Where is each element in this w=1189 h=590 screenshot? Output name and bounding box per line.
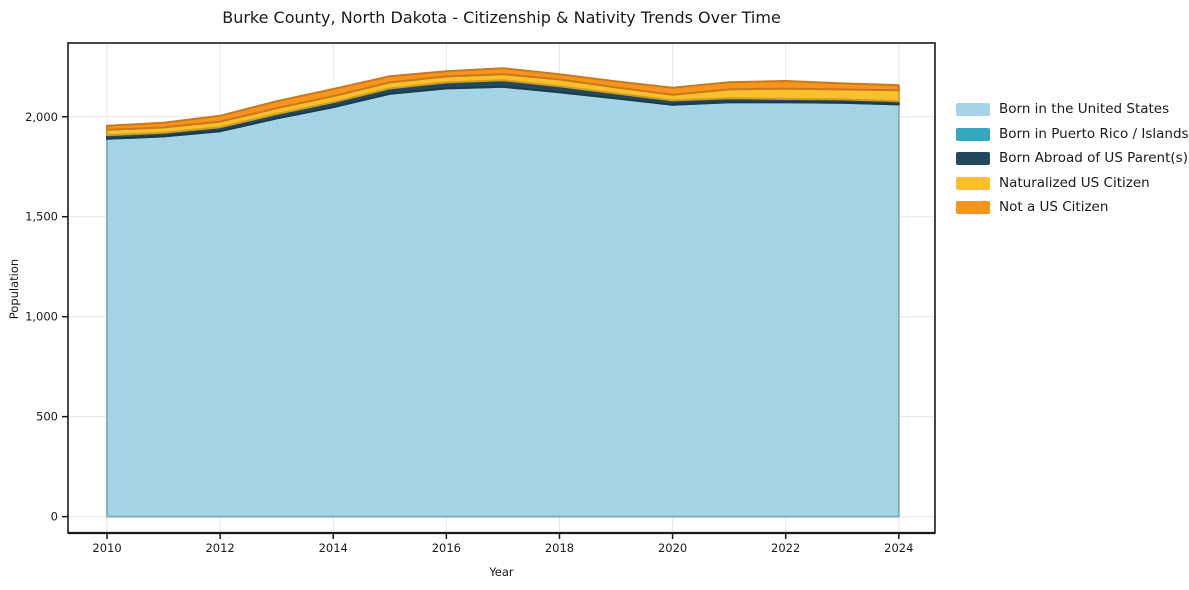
area-born-in-the-united-states	[106, 85, 900, 518]
x-tick-label: 2016	[432, 541, 461, 555]
legend-item-not-a-us-citizen: Not a US Citizen	[956, 199, 1189, 216]
y-tick-label: 500	[36, 410, 58, 424]
legend-label: Born Abroad of US Parent(s)	[999, 150, 1188, 167]
y-tick-label: 2,000	[25, 110, 58, 124]
legend-swatch	[956, 152, 990, 166]
y-tick-label: 1,500	[25, 210, 58, 224]
legend-swatch	[956, 176, 990, 190]
legend-item-naturalized-us-citizen: Naturalized US Citizen	[956, 174, 1189, 191]
y-tick-label: 0	[51, 510, 58, 524]
x-tick-label: 2012	[205, 541, 234, 555]
x-tick-label: 2020	[658, 541, 687, 555]
y-tick-label: 1,000	[25, 310, 58, 324]
legend-item-born-in-the-united-states: Born in the United States	[956, 101, 1189, 117]
legend-label: Born in Puerto Rico / Islands	[999, 125, 1189, 142]
legend-label: Naturalized US Citizen	[999, 174, 1150, 191]
y-axis-label: Population	[7, 258, 21, 320]
legend-item-born-abroad-of-us-parent-s-: Born Abroad of US Parent(s)	[956, 150, 1189, 167]
x-tick-label: 2010	[92, 541, 121, 555]
legend-swatch	[956, 201, 990, 215]
area-not-a-us-citizen	[106, 67, 900, 131]
chart-title: Burke County, North Dakota - Citizenship…	[222, 8, 781, 27]
legend-swatch	[956, 127, 990, 141]
legend-label: Not a US Citizen	[999, 199, 1109, 216]
legend-label: Born in the United States	[999, 101, 1170, 117]
x-tick-label: 2022	[771, 541, 800, 555]
legend-swatch	[956, 103, 990, 116]
legend-item-born-in-puerto-rico-islands: Born in Puerto Rico / Islands	[956, 125, 1189, 142]
x-tick-label: 2014	[319, 541, 348, 555]
x-tick-label: 2024	[884, 541, 913, 555]
x-tick-label: 2018	[545, 541, 574, 555]
x-axis-label: Year	[489, 565, 514, 579]
chart-legend: Born in the United States Born in Puerto …	[956, 101, 1189, 226]
